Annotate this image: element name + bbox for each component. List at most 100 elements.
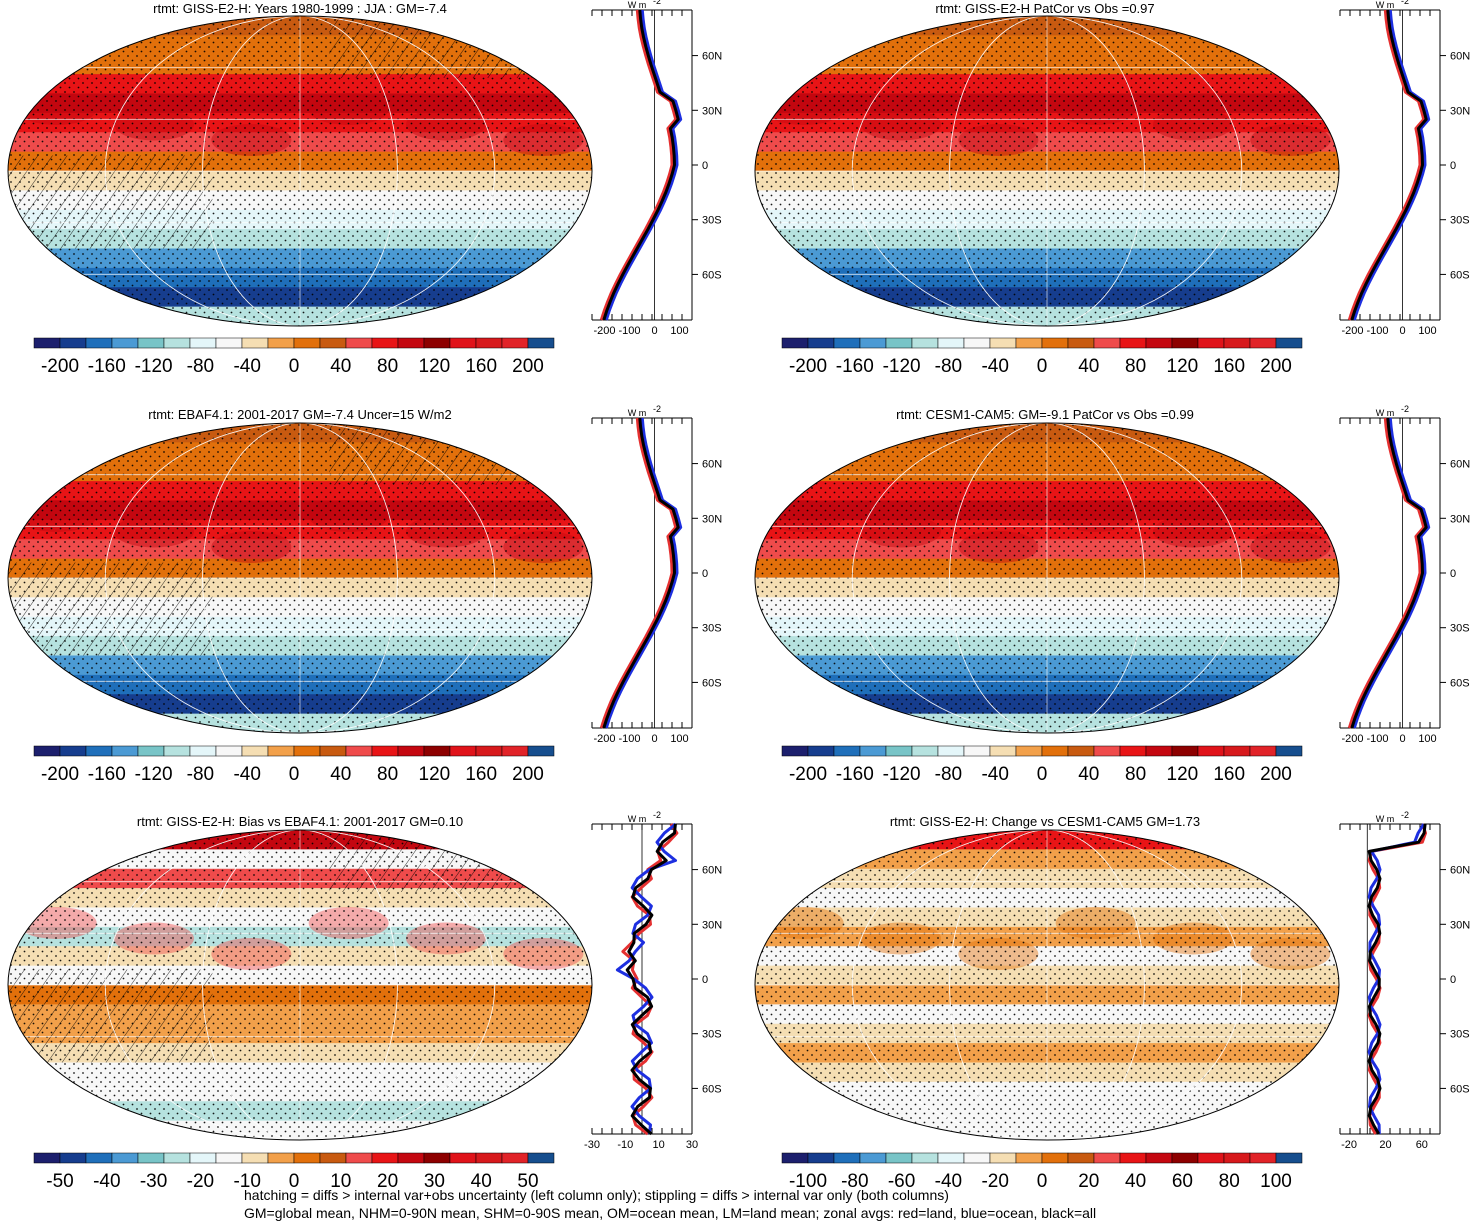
colorbar-swatch: [859, 1152, 887, 1164]
colorbar-swatch: [1223, 337, 1251, 349]
colorbar-tick-label: -80: [841, 1171, 868, 1192]
zonal-unit: W m: [628, 814, 647, 824]
colorbar-swatch: [501, 337, 529, 349]
colorbar-swatch: [345, 745, 373, 757]
colorbar-swatch: [1145, 337, 1173, 349]
colorbar-swatch: [85, 745, 113, 757]
colorbar-swatch: [885, 337, 913, 349]
colorbar-swatch: [1041, 337, 1069, 349]
colorbar-tick-label: 80: [377, 764, 398, 785]
colorbar-swatch: [449, 1152, 477, 1164]
colorbar-swatch: [527, 1152, 555, 1164]
map-border: [7, 422, 593, 734]
colorbar-tick-label: 80: [1125, 764, 1146, 785]
zonal-lat-label: 30S: [1450, 215, 1470, 227]
colorbar-swatch: [1067, 745, 1095, 757]
colorbar-swatch: [163, 1152, 191, 1164]
colorbar-tick-label: 0: [289, 1171, 300, 1192]
map: [8, 423, 592, 733]
zonal-x-tick-label: 0: [1399, 733, 1405, 745]
zonal-lat-label: 60S: [1450, 677, 1470, 689]
hatching-overlay: [8, 969, 213, 1063]
zonal-x-tick-label: 0: [651, 733, 657, 745]
colorbar-swatch: [59, 337, 87, 349]
colorbar-swatch: [319, 745, 347, 757]
graticule-meridian: [949, 16, 1145, 326]
colorbar-swatch: [137, 1152, 165, 1164]
colorbar-tick-label: -40: [233, 356, 260, 377]
colorbar-swatch: [963, 337, 991, 349]
zonal-unit-sup: -2: [653, 0, 661, 6]
colorbar-swatch: [1275, 1152, 1303, 1164]
zonal-x-tick-label: -200: [1341, 733, 1363, 745]
colorbar-swatch: [1093, 745, 1121, 757]
zonal-lat-label: 30N: [702, 105, 722, 117]
colorbar-swatch: [1093, 1152, 1121, 1164]
zonal-lat-label: 0: [702, 568, 708, 580]
colorbar-swatch: [911, 745, 939, 757]
zonal-panel: W m -2 -200 -100 0 100 60N 30N 0 30S 60S: [591, 0, 722, 337]
graticule-meridian: [202, 16, 398, 326]
panel-title: rtmt: CESM1-CAM5: GM=-9.1 PatCor vs Obs …: [896, 407, 1194, 422]
colorbar-swatch: [781, 745, 809, 757]
panel-title: rtmt: GISS-E2-H PatCor vs Obs =0.97: [935, 1, 1154, 16]
map: [755, 16, 1339, 326]
colorbar-tick-label: -160: [836, 764, 874, 785]
colorbar-swatch: [1197, 745, 1225, 757]
zonal-lat-label: 60S: [702, 269, 722, 281]
graticule-meridian: [202, 830, 398, 1140]
zonal-panel: W m -2 -30 -10 10 30 60N 30N 0 30S 60S: [584, 810, 722, 1151]
colorbar-swatch: [807, 1152, 835, 1164]
colorbar-swatch: [1223, 745, 1251, 757]
colorbar-tick-label: -120: [883, 356, 921, 377]
zonal-unit: W m: [1376, 0, 1395, 10]
colorbar-swatch: [319, 337, 347, 349]
colorbar-swatch: [527, 337, 555, 349]
zonal-unit: W m: [1376, 814, 1395, 824]
map-border: [754, 829, 1340, 1141]
zonal-lat-label: 30N: [1450, 919, 1470, 931]
colorbar-tick-label: -60: [888, 1171, 915, 1192]
colorbar-swatch: [1119, 337, 1147, 349]
graticule-meridian: [104, 830, 496, 1140]
zonal-lat-label: 0: [1450, 160, 1456, 172]
colorbar-swatch: [911, 1152, 939, 1164]
colorbar-swatch: [345, 337, 373, 349]
colorbar-swatch: [423, 1152, 451, 1164]
colorbar-tick-label: -40: [981, 764, 1008, 785]
panel-2: rtmt: GISS-E2-H PatCor vs Obs =0.97 -200 -…: [754, 0, 1470, 377]
zonal-all-line: [1350, 9, 1428, 321]
colorbar-tick-label: -200: [789, 356, 827, 377]
zonal-lat-label: 30S: [702, 1029, 722, 1041]
zonal-lat-label: 60N: [1450, 51, 1470, 63]
map: [755, 423, 1339, 733]
colorbar-tick-label: 0: [289, 764, 300, 785]
colorbar-swatch: [137, 745, 165, 757]
zonal-land-line: [1347, 9, 1426, 321]
colorbar-tick-label: 120: [1167, 764, 1199, 785]
panel-6: rtmt: GISS-E2-H: Change vs CESM1-CAM5 GM…: [754, 810, 1470, 1192]
colorbar-swatch: [1197, 1152, 1225, 1164]
zonal-x-tick-label: -100: [1366, 325, 1388, 337]
colorbar-swatch: [833, 1152, 861, 1164]
zonal-x-tick-label: 0: [1399, 325, 1405, 337]
zonal-unit-sup: -2: [653, 404, 661, 414]
colorbar-swatch: [1067, 1152, 1095, 1164]
zonal-all-line: [602, 9, 680, 321]
colorbar-tick-label: 100: [1260, 1171, 1292, 1192]
zonal-x-tick-label: -20: [1341, 1139, 1357, 1151]
zonal-lat-label: 60S: [702, 677, 722, 689]
colorbar-swatch: [267, 337, 295, 349]
panel-title: rtmt: GISS-E2-H: Change vs CESM1-CAM5 GM…: [890, 814, 1200, 829]
colorbar-tick-label: 0: [1037, 764, 1048, 785]
colorbar-tick-label: 40: [1125, 1171, 1146, 1192]
colorbar-swatch: [1275, 337, 1303, 349]
colorbar-swatch: [1145, 745, 1173, 757]
colorbar-tick-label: 80: [1219, 1171, 1240, 1192]
zonal-lat-label: 60N: [702, 459, 722, 471]
colorbar-swatch: [59, 745, 87, 757]
colorbar-tick-label: -50: [46, 1171, 73, 1192]
colorbar-swatch: [1119, 745, 1147, 757]
map: [755, 830, 1339, 1140]
colorbar-tick-label: 20: [1078, 1171, 1099, 1192]
